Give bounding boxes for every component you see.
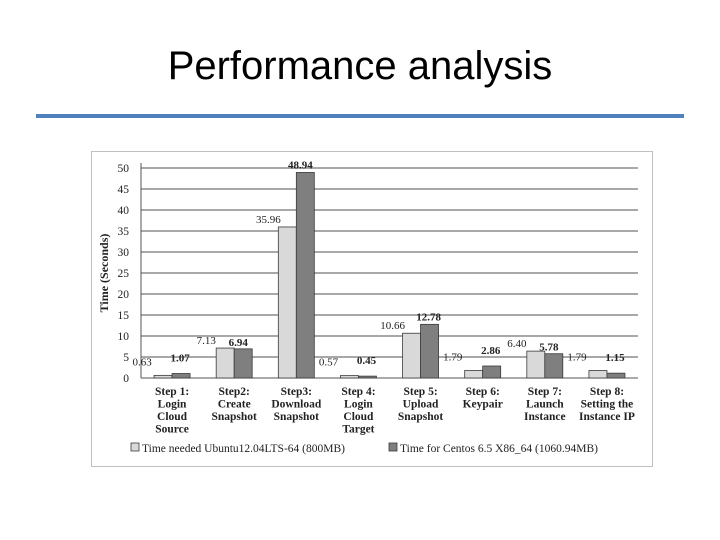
y-tick-label-5: 5 xyxy=(123,352,129,364)
bar-s1-step-2 xyxy=(215,347,235,379)
x-category-label-step-7-line-3: Instance xyxy=(524,411,566,423)
data-label-s2-step-8: 1.15 xyxy=(605,352,625,364)
bar-s2-step-4 xyxy=(358,375,377,379)
data-label-s1-step-8: 1.79 xyxy=(567,351,587,363)
x-category-label-step-6-line-2: Keypair xyxy=(463,399,503,411)
x-category-label-step-7-line-1: Step 7: xyxy=(528,386,562,398)
x-category-label-step-8-line-1: Step 8: xyxy=(590,386,624,398)
data-label-s2-step-6: 2.86 xyxy=(481,345,501,357)
x-category-label-step-1-line-3: Cloud xyxy=(157,411,188,423)
chart-frame xyxy=(91,151,653,467)
x-category-label-step-1-line-1: Step 1: xyxy=(155,386,189,398)
bar-s1-step-6 xyxy=(464,370,484,379)
legend-label-centos: Time for Centos 6.5 X86_64 (1060.94MB) xyxy=(400,443,598,455)
bar-s2-step-8 xyxy=(606,372,626,379)
data-label-s1-step-2: 7.13 xyxy=(197,335,217,347)
x-category-label-step-2-line-2: Create xyxy=(218,399,251,411)
data-label-s2-step-2: 6.94 xyxy=(229,337,249,349)
data-label-s2-step-1: 1.07 xyxy=(170,353,190,365)
y-tick-label-20: 20 xyxy=(118,289,130,301)
bar-s2-step-2 xyxy=(233,348,253,379)
bar-s2-step-5 xyxy=(420,323,439,379)
x-category-label-step-2-line-1: Step2: xyxy=(219,386,250,398)
x-category-label-step-4-line-4: Target xyxy=(342,424,374,436)
y-tick-label-30: 30 xyxy=(118,247,130,259)
slide-title: Performance analysis xyxy=(167,44,553,88)
bar-s1-step-5 xyxy=(402,332,421,379)
y-tick-label-50: 50 xyxy=(118,163,130,175)
data-label-s2-step-4: 0.45 xyxy=(357,355,377,367)
legend-swatch-ubuntu xyxy=(130,442,140,452)
y-tick-label-35: 35 xyxy=(118,226,130,238)
x-category-label-step-3-line-2: Download xyxy=(271,399,321,411)
x-category-label-step-4-line-2: Login xyxy=(344,399,373,411)
data-label-s2-step-5: 12.78 xyxy=(416,311,441,323)
y-axis-title: Time (Seconds) xyxy=(97,234,111,313)
data-label-s1-step-3: 35.96 xyxy=(256,214,281,226)
bar-s1-step-4 xyxy=(340,375,359,379)
data-label-s1-step-1: 0.63 xyxy=(132,356,152,368)
x-category-label-step-2-line-3: Snapshot xyxy=(211,411,257,423)
data-label-s1-step-6: 1.79 xyxy=(443,351,463,363)
x-category-label-step-4-line-1: Step 4: xyxy=(341,386,375,398)
bar-s1-step-1 xyxy=(153,374,173,379)
x-category-label-step-8-line-3: Instance IP xyxy=(579,411,635,423)
data-label-s1-step-4: 0.57 xyxy=(319,357,339,369)
data-label-s2-step-3: 48.94 xyxy=(288,159,313,171)
y-tick-label-0: 0 xyxy=(123,373,129,385)
bar-s2-step-7 xyxy=(544,353,564,379)
bar-s1-step-7 xyxy=(526,350,546,379)
data-label-s2-step-7: 5.78 xyxy=(539,342,559,354)
x-category-label-step-5-line-1: Step 5: xyxy=(403,386,437,398)
legend-swatch-centos xyxy=(388,442,398,452)
bar-s2-step-6 xyxy=(482,365,502,379)
y-tick-label-40: 40 xyxy=(118,205,130,217)
bar-s2-step-1 xyxy=(171,373,191,379)
y-tick-label-25: 25 xyxy=(118,268,130,280)
x-category-label-step-3-line-3: Snapshot xyxy=(274,411,320,423)
performance-bar-chart: 0 5 10 15 20 25 30 35 40 45 50 Time (Seconds) 0.63 1.… xyxy=(91,151,653,467)
x-category-label-step-5-line-2: Upload xyxy=(403,399,439,411)
legend-label-ubuntu: Time needed Ubuntu12.04LTS-64 (800MB) xyxy=(142,443,345,455)
x-category-label-step-6-line-1: Step 6: xyxy=(466,386,500,398)
x-category-label-step-1-line-2: Login xyxy=(158,399,187,411)
y-tick-label-10: 10 xyxy=(118,331,130,343)
data-label-s1-step-5: 10.66 xyxy=(380,320,405,332)
bar-s1-step-3 xyxy=(277,226,297,379)
data-label-s1-step-7: 6.40 xyxy=(507,338,527,350)
y-tick-label-15: 15 xyxy=(118,310,130,322)
x-category-label-step-4-line-3: Cloud xyxy=(343,411,374,423)
bar-s1-step-8 xyxy=(588,370,608,379)
x-category-label-step-5-line-3: Snapshot xyxy=(398,411,444,423)
x-category-label-step-1-line-4: Source xyxy=(155,424,189,436)
x-category-label-step-7-line-2: Launch xyxy=(526,399,564,411)
bar-s2-step-3 xyxy=(295,172,315,379)
title-divider xyxy=(36,114,684,118)
x-category-label-step-8-line-2: Setting the xyxy=(581,399,634,411)
y-tick-label-45: 45 xyxy=(118,184,130,196)
x-category-label-step-3-line-1: Step3: xyxy=(281,386,312,398)
